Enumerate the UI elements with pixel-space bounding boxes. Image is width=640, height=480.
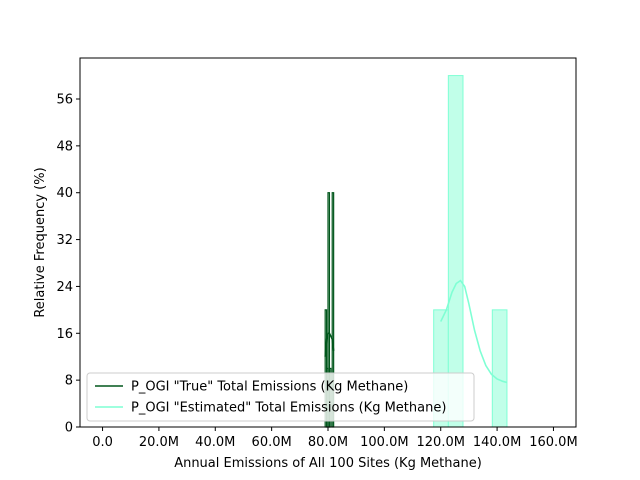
estimated-bar-4	[491, 309, 508, 428]
x-tick-label: 80.0M	[308, 435, 348, 450]
y-tick-label: 48	[56, 139, 73, 154]
legend-label-true: P_OGI "True" Total Emissions (Kg Methane…	[131, 380, 408, 395]
true-kde-line	[324, 332, 335, 357]
estimated-kde-line	[440, 279, 508, 384]
y-axis: 0 8 16 24 32 40 48 56	[56, 93, 80, 436]
y-tick-label: 24	[56, 280, 73, 295]
y-tick-label: 16	[56, 327, 73, 342]
x-tick-label: 60.0M	[252, 435, 292, 450]
y-tick-label: 0	[65, 421, 73, 436]
legend-label-estimated: P_OGI "Estimated" Total Emissions (Kg Me…	[131, 401, 446, 416]
x-tick-label: 100.0M	[360, 435, 408, 450]
y-tick-label: 40	[56, 186, 73, 201]
x-tick-label: 160.0M	[529, 435, 577, 450]
y-tick-label: 32	[56, 233, 73, 248]
x-tick-label: 0.0	[92, 435, 113, 450]
legend-box	[86, 372, 475, 422]
y-tick-label: 56	[56, 93, 73, 108]
y-axis-label: Relative Frequency (%)	[33, 167, 48, 317]
x-axis-label: Annual Emissions of All 100 Sites (Kg Me…	[174, 456, 482, 471]
x-tick-label: 20.0M	[139, 435, 179, 450]
x-tick-label: 140.0M	[473, 435, 521, 450]
x-tick-label: 120.0M	[417, 435, 465, 450]
x-axis: 0.0 20.0M 40.0M 60.0M 80.0M 100.0M 120.0M 140.0…	[92, 427, 578, 450]
legend: P_OGI "True" Total Emissions (Kg Methane…	[86, 372, 475, 422]
y-tick-label: 8	[65, 374, 73, 389]
x-tick-label: 40.0M	[195, 435, 235, 450]
